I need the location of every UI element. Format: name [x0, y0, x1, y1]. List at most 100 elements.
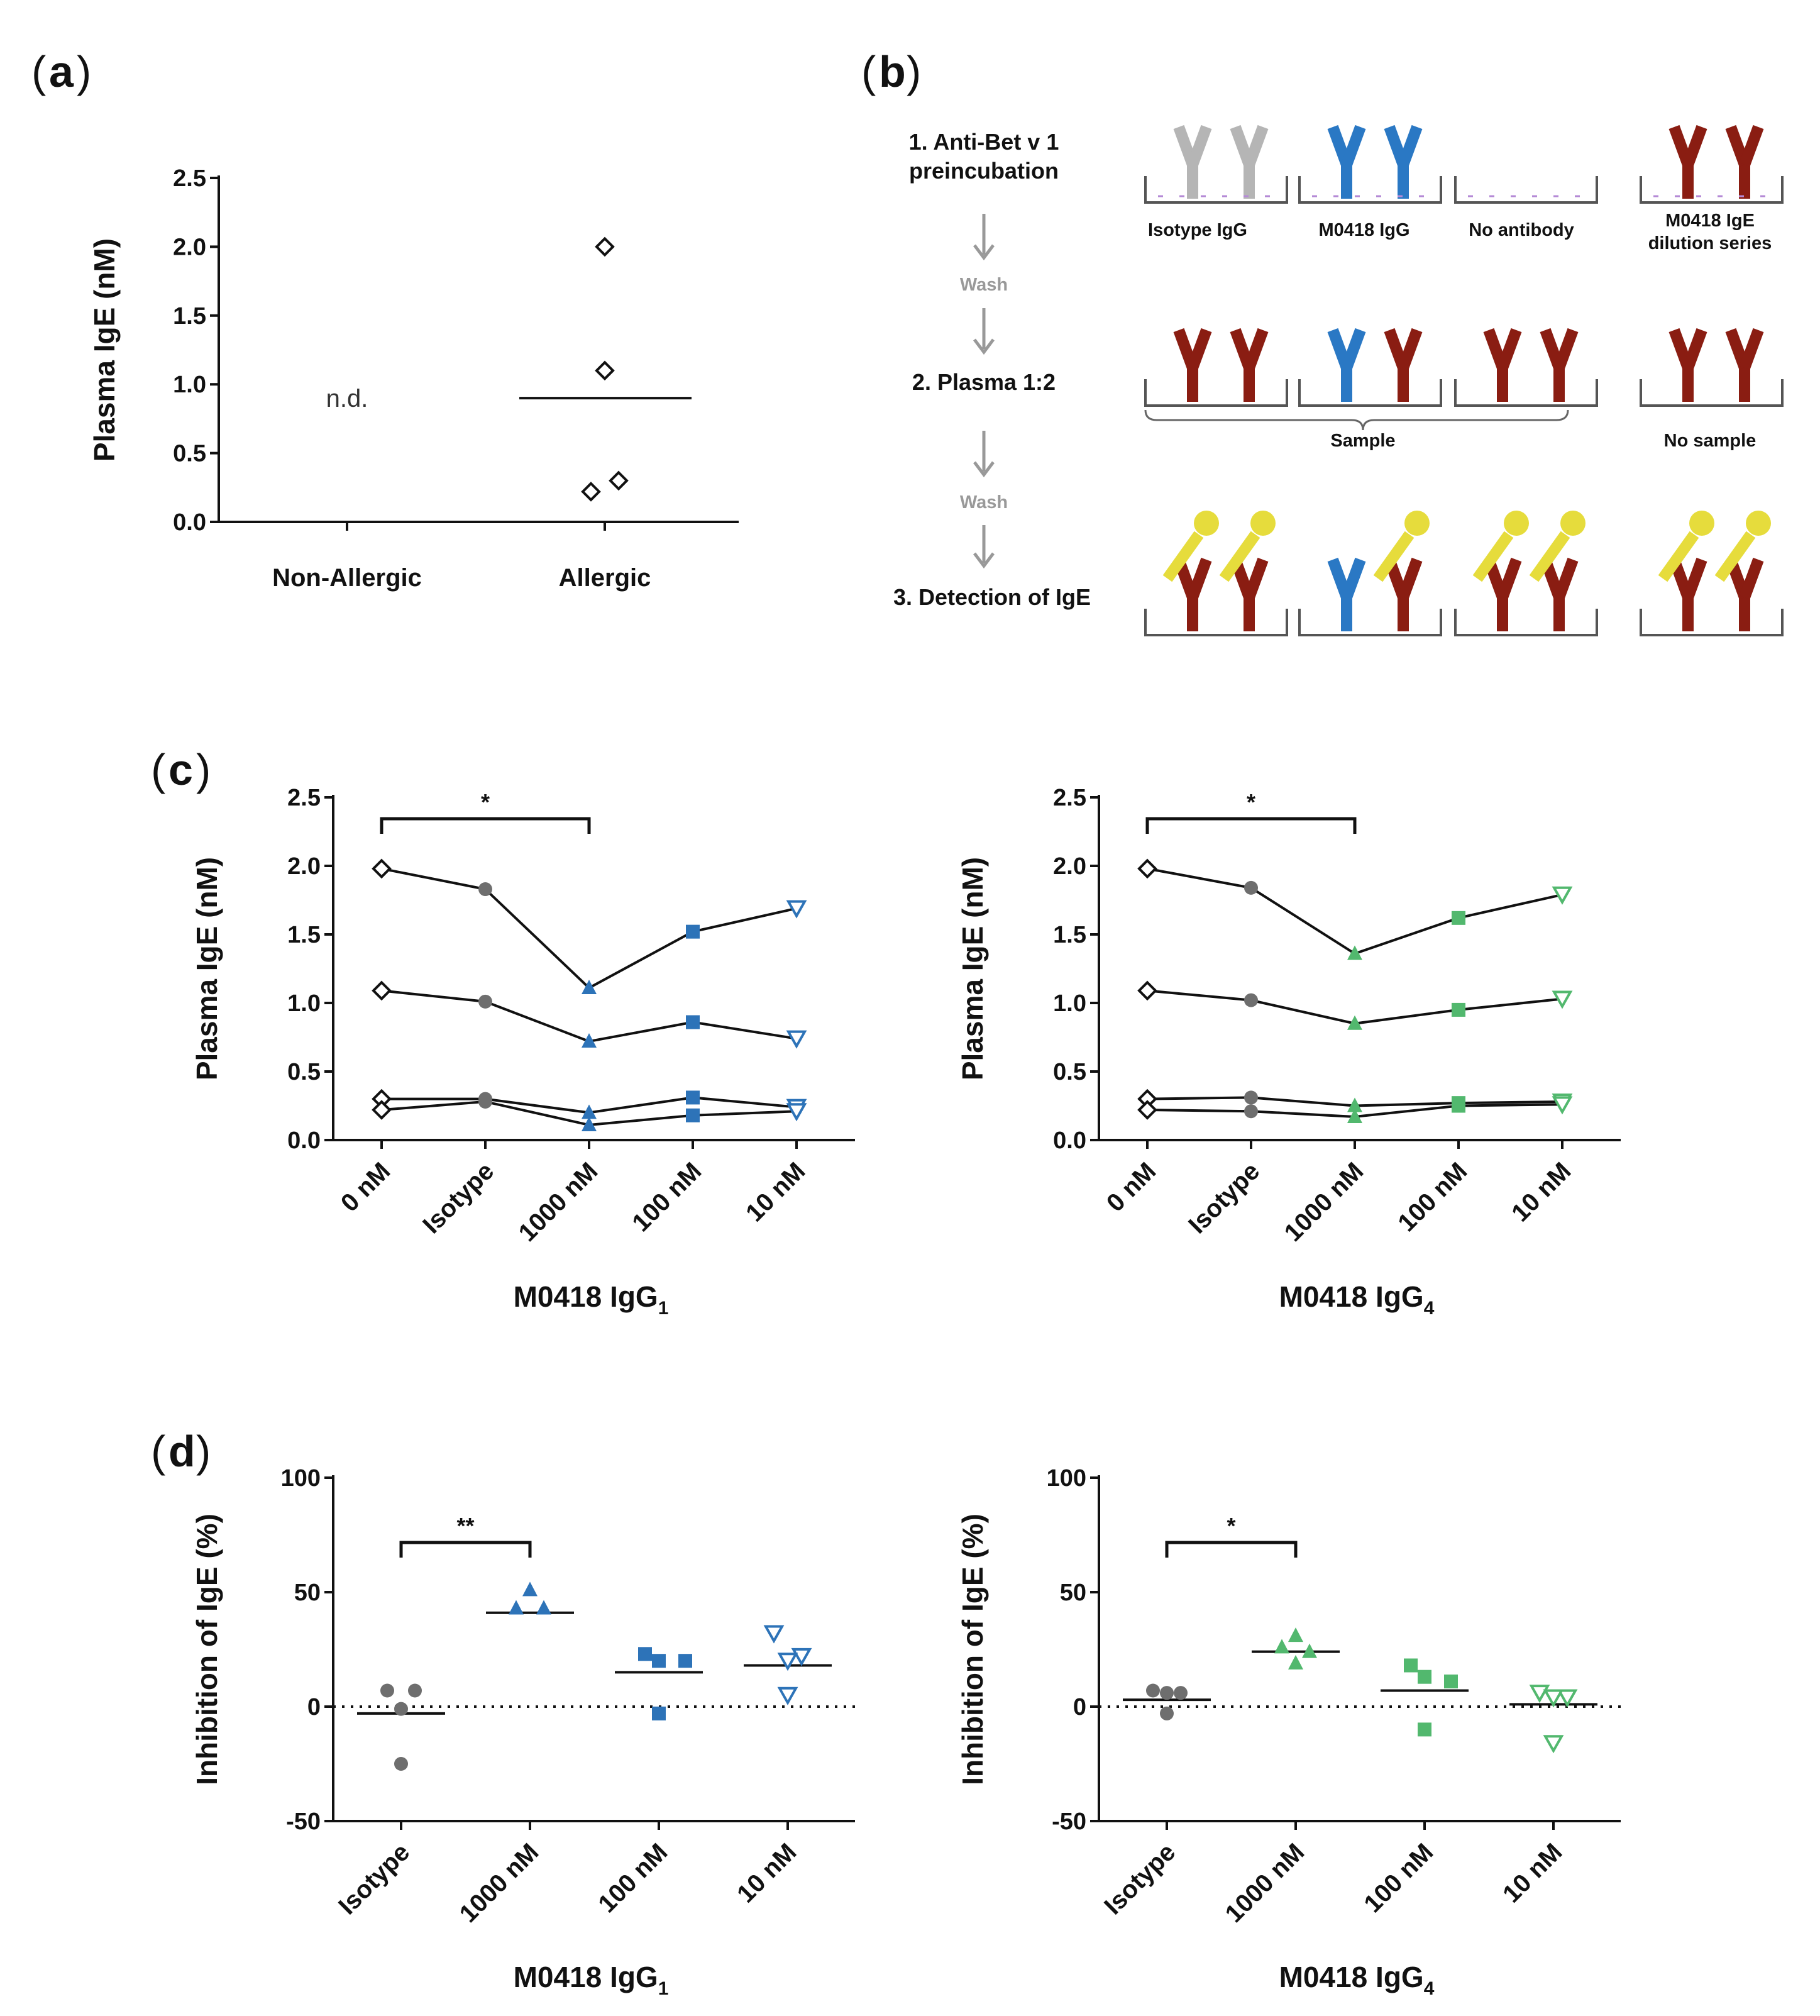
- data-point: [763, 1625, 785, 1644]
- y-tick-label: 2.5: [1053, 785, 1086, 811]
- detection-signal-icon: [1746, 511, 1771, 536]
- data-point: [1146, 1683, 1160, 1698]
- data-point: [1347, 1015, 1362, 1030]
- x-tick-label: Isotype: [1183, 1157, 1265, 1239]
- x-tick-label: Isotype: [333, 1838, 415, 1920]
- well: [1144, 609, 1288, 636]
- data-point: [1404, 1658, 1418, 1673]
- panel-letter-c: c: [168, 745, 193, 794]
- data-point: [686, 924, 700, 939]
- detection-antibody: [1219, 531, 1260, 582]
- data-point: [1274, 1639, 1289, 1654]
- antibody-arm: [1682, 328, 1707, 370]
- data-point: [1552, 886, 1573, 905]
- well: [1298, 379, 1442, 407]
- antibody-arm: [1398, 557, 1423, 600]
- x-tick-label: 0 nM: [336, 1157, 396, 1217]
- y-tick-label: 0: [1073, 1694, 1086, 1720]
- data-point: [652, 1706, 666, 1720]
- data-point: [1244, 993, 1258, 1007]
- data-point: [595, 360, 615, 381]
- antibody-arm: [1341, 557, 1366, 600]
- y-tick-label: 1.5: [1053, 922, 1086, 948]
- x-tick-label: 100 nM: [593, 1838, 673, 1918]
- x-tick-label: 100 nM: [1393, 1157, 1472, 1237]
- y-tick-label: 0.5: [287, 1059, 321, 1085]
- m0418-ige-label: M0418 IgE: [1665, 211, 1755, 231]
- data-point: [372, 980, 392, 1001]
- detection-antibody: [1472, 531, 1514, 582]
- data-point: [1244, 1090, 1258, 1105]
- data-point: [582, 1117, 597, 1132]
- x-tick-label: Allergic: [559, 564, 651, 592]
- x-tick-label: 10 nM: [741, 1157, 810, 1227]
- antibody-arm: [1553, 328, 1579, 370]
- antibody-arm: [1682, 125, 1707, 167]
- data-point: [1302, 1643, 1317, 1658]
- x-tick-label: 10 nM: [1497, 1838, 1567, 1908]
- series-line: [381, 867, 797, 990]
- panel-label-d: (d): [151, 1427, 211, 1476]
- significance-bracket: [1145, 817, 1357, 834]
- data-point: [786, 1030, 807, 1049]
- x-tick-label: 1000 nM: [1220, 1838, 1310, 1928]
- y-tick-label: 1.0: [287, 990, 321, 1017]
- data-point: [686, 1015, 700, 1029]
- step-1-label: 1. Anti-Bet v 1: [909, 129, 1059, 155]
- significance-label: *: [1227, 1513, 1235, 1539]
- x-axis-title-main: M0418 IgG: [1279, 1961, 1424, 1993]
- antibody-arm: [1244, 125, 1269, 167]
- detection-antibody: [1714, 531, 1756, 582]
- y-tick-label: 50: [294, 1580, 321, 1606]
- data-point: [686, 1090, 700, 1105]
- assay-schematic: 1. Anti-Bet v 1 preincubation 2. Plasma …: [893, 125, 1784, 636]
- no-sample-label: No sample: [1664, 431, 1757, 451]
- x-axis-title-subscript: 1: [658, 1978, 669, 1999]
- antibody-arm: [1398, 125, 1423, 167]
- antibody-arm: [1553, 557, 1579, 600]
- data-point: [522, 1581, 538, 1597]
- antibody-arm: [1341, 125, 1366, 167]
- data-point: [1418, 1670, 1431, 1684]
- significance-label: *: [1247, 789, 1255, 815]
- series-line: [1147, 867, 1563, 955]
- chart-panel-c-igg4: 0.0 0.5 1.0 1.5 2.0 2.5 Plasma IgE (nM) 0 nM Iso…: [956, 785, 1621, 1319]
- antibody-arm: [1739, 328, 1764, 370]
- data-point: [595, 236, 615, 257]
- chart-panel-a: 0.0 0.5 1.0 1.5 2.0 2.5 Plasma IgE (nM) Non-All…: [88, 165, 739, 592]
- x-axis-title-subscript: 4: [1424, 1298, 1435, 1319]
- panel-label-c: (c): [151, 745, 211, 794]
- significance-label: *: [481, 789, 490, 815]
- x-axis-title: M0418 IgG4: [1279, 1280, 1435, 1319]
- flow-arrow: [973, 214, 995, 261]
- data-point: [1347, 945, 1362, 960]
- significance-bracket: [399, 1541, 532, 1558]
- data-point: [1160, 1686, 1174, 1700]
- well: [1454, 609, 1598, 636]
- antibody-arm: [1187, 557, 1212, 600]
- data-point: [652, 1654, 666, 1668]
- y-tick-label: 100: [281, 1465, 321, 1492]
- y-tick-label: 1.5: [173, 303, 206, 330]
- well: [1298, 176, 1442, 204]
- y-tick-label: -50: [1052, 1808, 1086, 1835]
- y-tick-label: 0.0: [1053, 1127, 1086, 1154]
- y-axis-title: Plasma IgE (nM): [956, 857, 989, 1080]
- data-point: [1347, 1108, 1362, 1123]
- well: [1454, 379, 1598, 407]
- y-tick-label: 0.0: [173, 509, 206, 536]
- x-tick-label: 0 nM: [1101, 1157, 1162, 1217]
- detection-signal-icon: [1560, 511, 1586, 536]
- step-1-sublabel: preincubation: [909, 158, 1059, 184]
- well: [1298, 609, 1442, 636]
- well: [1640, 379, 1784, 407]
- significance-bracket: [1165, 1541, 1298, 1558]
- data-point: [1543, 1689, 1564, 1708]
- data-point: [638, 1647, 652, 1661]
- svg-text:(: (: [151, 745, 165, 794]
- chart-panel-d-igg1: -50 0 50 100 Inhibition of IgE (%) Isotype 100…: [190, 1465, 855, 1999]
- antibody-arm: [1244, 557, 1269, 600]
- well: [1144, 176, 1288, 204]
- data-point: [372, 1100, 392, 1120]
- chart-panel-c-igg1: 0.0 0.5 1.0 1.5 2.0 2.5 Plasma IgE (nM) 0 nM Iso…: [190, 785, 855, 1319]
